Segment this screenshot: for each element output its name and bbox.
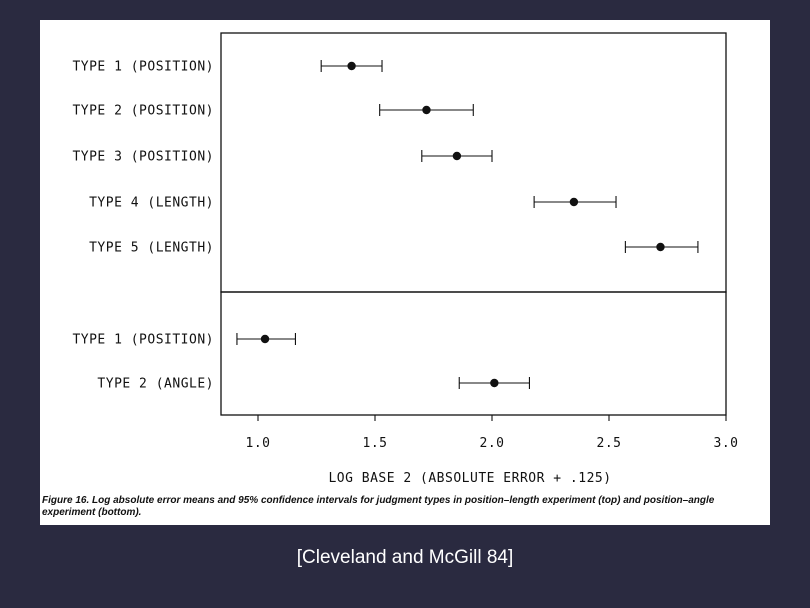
mean-point bbox=[656, 242, 665, 252]
x-tick-label: 1.5 bbox=[363, 436, 388, 451]
mean-point bbox=[490, 378, 499, 388]
citation-text: [Cleveland and McGill 84] bbox=[296, 547, 514, 568]
figure-caption: Figure 16. Log absolute error means and … bbox=[42, 495, 715, 518]
mean-point bbox=[422, 105, 431, 115]
category-label: TYPE 5 (LENGTH) bbox=[89, 241, 214, 256]
category-label: TYPE 3 (POSITION) bbox=[72, 150, 214, 165]
category-label: TYPE 1 (POSITION) bbox=[72, 60, 214, 75]
category-label: TYPE 4 (LENGTH) bbox=[89, 196, 214, 211]
mean-point bbox=[260, 334, 270, 344]
x-tick-label: 2.0 bbox=[480, 436, 505, 451]
x-tick-label: 3.0 bbox=[714, 436, 739, 451]
mean-point bbox=[347, 61, 356, 71]
plot-frame-bottom bbox=[220, 291, 727, 416]
x-tick-label: 1.0 bbox=[246, 436, 271, 451]
mean-point bbox=[569, 197, 579, 207]
mean-point bbox=[452, 151, 462, 161]
dot-plot-chart: TYPE 1 (POSITION) TYPE 2 (POSITION) TYPE 3… bbox=[72, 32, 739, 486]
category-label: TYPE 1 (POSITION) bbox=[72, 333, 214, 348]
x-tick-label: 2.5 bbox=[597, 436, 622, 451]
category-label: TYPE 2 (ANGLE) bbox=[97, 377, 214, 392]
plot-frame-top bbox=[220, 32, 727, 293]
x-axis-title: LOG BASE 2 (ABSOLUTE ERROR + .125) bbox=[328, 471, 611, 486]
figure-image: TYPE 1 (POSITION) TYPE 2 (POSITION) TYPE 3… bbox=[40, 20, 770, 525]
category-label: TYPE 2 (POSITION) bbox=[72, 104, 214, 119]
